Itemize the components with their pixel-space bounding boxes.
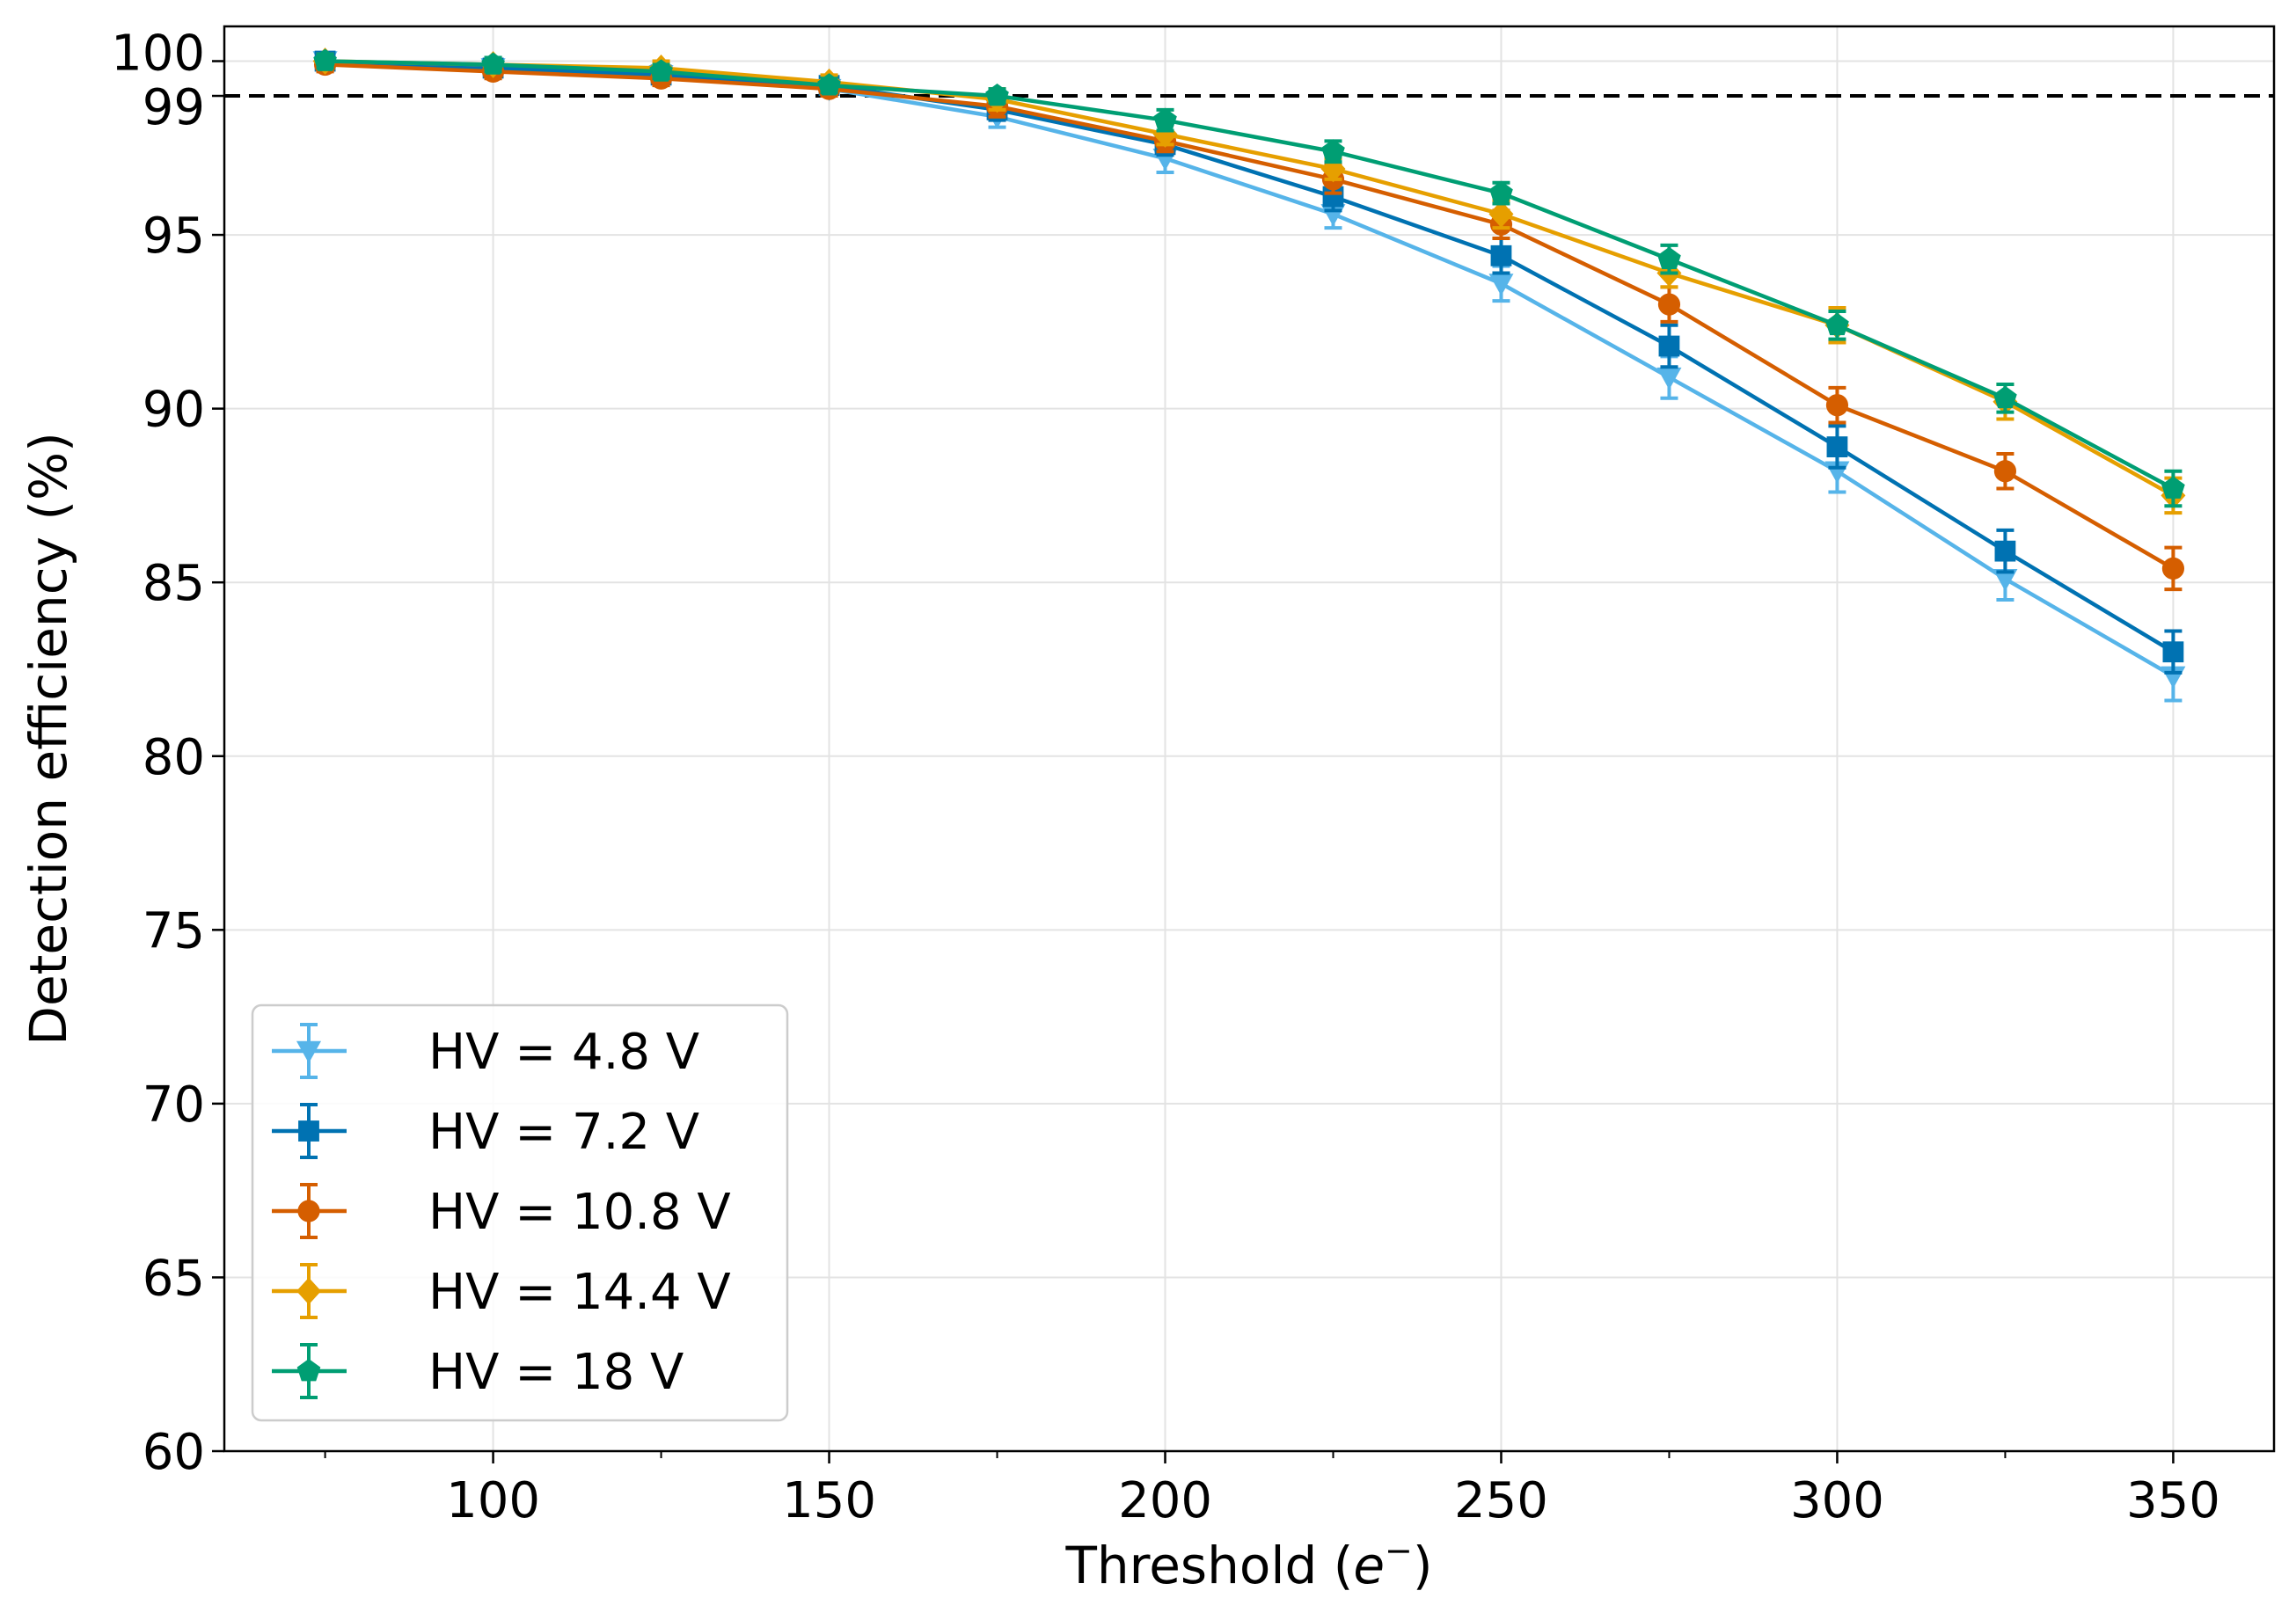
x-axis-title-text: Threshold (	[1064, 1536, 1353, 1595]
data-point	[1488, 200, 1514, 228]
data-point	[1825, 394, 1849, 417]
data-point	[1657, 293, 1681, 316]
legend-label: HV = 4.8 V	[428, 1024, 699, 1081]
legend-entry-2: HV = 7.2 V	[272, 1103, 699, 1161]
x-tick-label: 250	[1454, 1472, 1548, 1529]
data-point	[2161, 557, 2185, 580]
y-tick-label: 95	[143, 208, 205, 265]
legend-label: HV = 18 V	[428, 1344, 684, 1401]
y-tick-label: 99	[143, 79, 205, 136]
legend-entry-3: HV = 10.8 V	[272, 1183, 731, 1241]
data-point	[2162, 641, 2184, 663]
data-point	[1152, 120, 1178, 148]
y-tick-label: 100	[111, 26, 205, 83]
legend-entry-5: HV = 18 V	[272, 1343, 684, 1401]
data-point	[1993, 460, 2017, 483]
data-point	[1826, 436, 1848, 457]
legend-label: HV = 7.2 V	[428, 1104, 699, 1161]
data-point	[2161, 476, 2185, 499]
data-point	[1488, 274, 1514, 296]
data-point	[481, 52, 505, 75]
data-point	[296, 1277, 321, 1305]
data-point	[649, 59, 673, 82]
x-axis-title-symbol: e	[1353, 1536, 1385, 1595]
y-tick-label: 70	[143, 1076, 205, 1134]
y-tick-label: 75	[143, 902, 205, 960]
data-point	[1657, 246, 1681, 270]
series-group	[312, 47, 2186, 703]
plot-frame	[223, 25, 2276, 1453]
data-point	[1994, 540, 2016, 562]
data-point	[1321, 139, 1345, 162]
data-point	[817, 73, 841, 96]
x-tick-label: 350	[2126, 1472, 2220, 1529]
x-tick-label: 200	[1118, 1472, 1212, 1529]
data-point	[1825, 312, 1849, 336]
series-line	[325, 59, 2175, 654]
data-point	[1993, 569, 2018, 592]
data-point	[313, 48, 337, 71]
y-tick-label: 80	[143, 729, 205, 786]
x-axis-title-end: )	[1413, 1536, 1433, 1595]
x-axis-title: Threshold (e−)	[1064, 1531, 1432, 1595]
data-point	[1658, 335, 1680, 357]
data-point	[1656, 367, 1682, 390]
legend-label: HV = 10.8 V	[428, 1184, 731, 1241]
y-axis-title: Detection efficiency (%)	[18, 432, 78, 1045]
y-tick-label: 85	[143, 555, 205, 612]
data-point	[1490, 244, 1512, 266]
legend-box	[251, 1003, 789, 1422]
y-tick-label: 60	[143, 1424, 205, 1481]
x-axis-title-superscript: −	[1385, 1531, 1413, 1570]
data-point	[298, 1120, 319, 1142]
x-tick-label: 100	[446, 1472, 540, 1529]
series-line	[325, 59, 2175, 491]
legend: HV = 4.8 V HV = 7.2 V HV = 10.8 V HV = 14.4…	[251, 1003, 789, 1422]
data-point	[296, 1359, 321, 1382]
y-tick-label: 65	[143, 1250, 205, 1307]
x-tick-label: 150	[782, 1472, 876, 1529]
data-point	[985, 84, 1009, 106]
data-point	[296, 1040, 321, 1063]
legend-entry-4: HV = 14.4 V	[272, 1263, 731, 1321]
data-point	[1153, 107, 1177, 131]
data-point	[297, 1200, 320, 1222]
data-point	[1489, 180, 1513, 203]
y-tick-label: 90	[143, 382, 205, 439]
data-point	[1993, 385, 2017, 409]
x-tick-label: 300	[1790, 1472, 1884, 1529]
series-line	[325, 62, 2175, 571]
legend-label: HV = 14.4 V	[428, 1264, 731, 1321]
legend-entry-1: HV = 4.8 V	[272, 1023, 699, 1081]
series-5	[313, 48, 2185, 508]
